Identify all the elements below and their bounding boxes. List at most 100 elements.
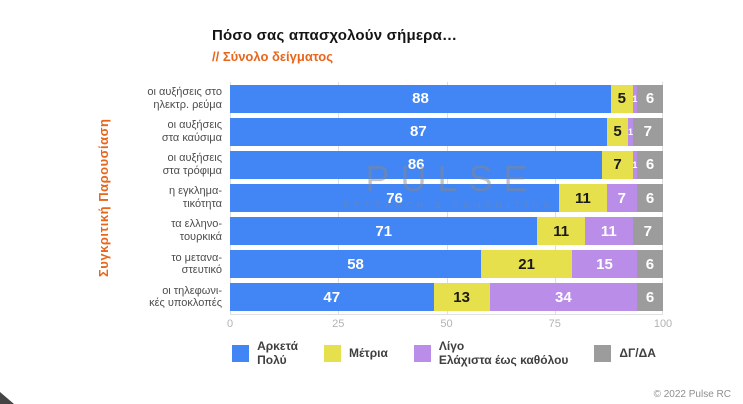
legend-item: ΔΓ/ΔΑ (594, 344, 656, 362)
tick-label: 100 (653, 318, 673, 330)
bar-segment: 6 (637, 150, 663, 179)
tick-label: 50 (440, 318, 453, 330)
bar-value-label: 11 (574, 189, 591, 207)
bar-segment: 1 (632, 84, 638, 113)
bar-segment: 11 (585, 217, 633, 246)
bar-value-label: 11 (600, 222, 617, 240)
bar-value-label: 6 (645, 255, 655, 273)
bar-segment: 76 (230, 184, 560, 212)
bar-value-label: 5 (617, 90, 627, 108)
category-label-text: τα ελληνο-τουρκικά (171, 218, 222, 244)
bar-segment: 71 (230, 217, 538, 246)
legend-item: Αρκετά Πολύ (232, 339, 298, 368)
plot-area: PULSE RESEARCH & CONSULTING 88 5 1 6 87 5 1 7 86… (230, 82, 663, 315)
bar-value-label: 7 (613, 156, 622, 174)
chart-row: 58 21 15 6 (230, 250, 663, 279)
bar-segment: 1 (632, 150, 638, 179)
legend-item: Μέτρια (323, 344, 388, 362)
copyright: © 2022 Pulse RC (653, 389, 731, 400)
chart-title: Πόσο σας απασχολούν σήμερα… (212, 27, 458, 44)
x-axis-ticks: 0 25 50 75 100 (226, 318, 672, 332)
bar-segment: 58 (230, 250, 482, 279)
chart-row: 88 5 1 6 (230, 84, 663, 113)
category-label: τα ελληνο-τουρκικά (114, 215, 222, 248)
legend: Αρκετά Πολύ Μέτρια Λίγο Ελάχιστα έως καθόλου… (222, 339, 666, 368)
bar-value-label: 87 (410, 123, 427, 141)
legend-label: Μέτρια (348, 346, 388, 361)
bar-segment: 47 (230, 283, 434, 312)
bar-segment: 6 (636, 250, 663, 279)
bar-value-label: 34 (555, 288, 572, 306)
bar-segment: 7 (632, 117, 663, 146)
category-label-text: η εγκλημα-τικότητα (168, 185, 222, 210)
bar-value-label: 71 (375, 222, 393, 240)
bar-value-label: 13 (453, 288, 470, 306)
bar-value-label: 11 (553, 222, 570, 240)
bar-value-label: 86 (407, 156, 425, 174)
bar-segment: 21 (481, 250, 573, 279)
legend-swatch (323, 344, 341, 362)
bar-value-label: 15 (596, 255, 613, 273)
category-label-text: οι αυξήσεις στα καύσιμα (161, 119, 222, 144)
category-label: το μετανα-στευτικό (114, 248, 222, 281)
legend-label: ΔΓ/ΔΑ (619, 346, 656, 361)
category-label: η εγκλημα-τικότητα (114, 181, 222, 214)
bar-segment: 6 (637, 84, 663, 113)
chart-row: 86 7 1 6 (230, 150, 663, 179)
legend-swatch (232, 344, 250, 362)
bar-segment: 86 (230, 150, 603, 179)
bar-segment: 88 (230, 84, 612, 113)
bar-segment: 5 (606, 117, 629, 146)
category-label-text: το μετανα-στευτικό (171, 251, 222, 277)
bar-segment: 7 (606, 184, 637, 212)
category-label: οι αυξήσεις στο ηλεκτρ. ρεύμα (114, 82, 222, 115)
bar-value-label: 76 (386, 189, 403, 207)
category-label-text: οι αυξήσεις στα τρόφιμα (162, 152, 222, 177)
bar-value-label: 7 (643, 123, 652, 141)
bar-segment: 13 (433, 283, 490, 312)
bar-value-label: 6 (645, 189, 655, 207)
bar-segment: 7 (602, 150, 633, 179)
chart-row: 71 11 11 7 (230, 217, 663, 246)
category-labels: οι αυξήσεις στο ηλεκτρ. ρεύμα οι αυξήσεις σ… (114, 82, 222, 314)
bar-value-label: 7 (643, 222, 652, 240)
bar-segment: 87 (230, 117, 607, 146)
tick-label: 0 (226, 318, 234, 330)
bar-value-label: 1 (632, 93, 638, 104)
bar-value-label: 21 (518, 255, 535, 273)
bar-value-label: 47 (323, 288, 341, 306)
bar-value-label: 5 (613, 123, 622, 141)
side-label: Συγκριτική Παρουσίαση (96, 118, 111, 278)
legend-swatch (413, 344, 431, 362)
bar-value-label: 1 (632, 159, 638, 170)
category-label: οι αυξήσεις στα τρόφιμα (114, 148, 222, 181)
category-label: οι αυξήσεις στα καύσιμα (114, 115, 222, 148)
tick-label: 75 (548, 318, 561, 330)
bar-value-label: 88 (412, 90, 429, 108)
bar-value-label: 6 (645, 288, 655, 306)
corner-decoration (0, 392, 14, 404)
chart-row: 47 13 34 6 (230, 283, 663, 312)
legend-label: Αρκετά Πολύ (257, 339, 298, 368)
bar-segment: 34 (489, 283, 637, 312)
category-label: οι τηλεφωνι-κές υποκλοπές (114, 281, 222, 314)
legend-item: Λίγο Ελάχιστα έως καθόλου (413, 339, 569, 368)
tick-label: 25 (332, 318, 345, 330)
legend-swatch (594, 344, 612, 362)
bar-segment: 11 (537, 217, 586, 246)
chart-row: 87 5 1 7 (230, 117, 663, 146)
bar-value-label: 6 (645, 90, 655, 108)
bar-segment: 15 (572, 250, 637, 279)
bar-segment: 1 (627, 117, 634, 146)
chart-subtitle: // Σύνολο δείγματος (212, 49, 333, 64)
bar-value-label: 7 (617, 189, 627, 207)
bar-segment: 6 (637, 283, 663, 312)
bar-segment: 11 (559, 184, 607, 212)
legend-label: Λίγο Ελάχιστα έως καθόλου (438, 339, 569, 368)
chart-row: 76 11 7 6 (230, 184, 663, 212)
category-label-text: οι τηλεφωνι-κές υποκλοπές (149, 284, 222, 310)
bar-value-label: 6 (645, 156, 655, 174)
bar-value-label: 1 (627, 126, 634, 137)
bar-segment: 5 (611, 84, 633, 113)
